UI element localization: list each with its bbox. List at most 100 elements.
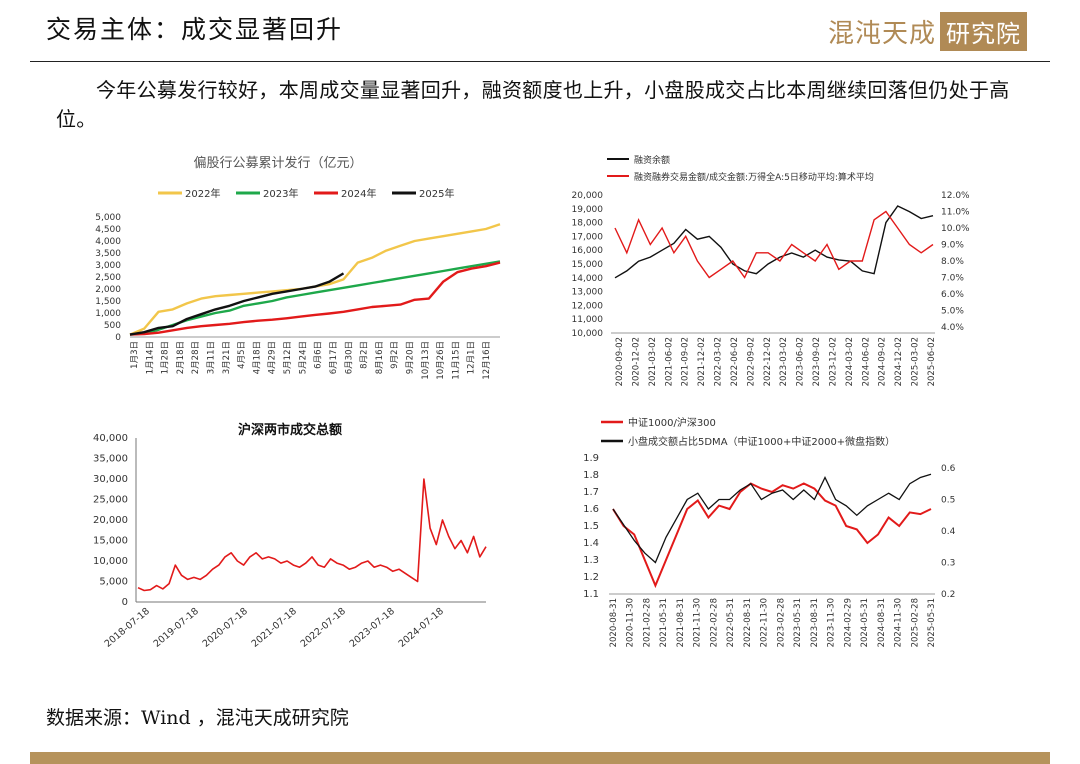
y-left-tick-label: 19,000 <box>572 205 604 215</box>
footer-bar <box>30 752 1050 764</box>
x-tick-label: 4月29日 <box>268 341 278 374</box>
x-tick-label: 2021-07-18 <box>250 606 299 650</box>
legend-label: 融资余额 <box>634 154 670 166</box>
x-tick-label: 2020-12-02 <box>631 337 641 386</box>
x-tick-label: 2024-09-02 <box>878 337 888 386</box>
x-tick-label: 2022-02-28 <box>709 598 719 647</box>
y-left-tick-label: 17,000 <box>572 232 604 242</box>
y-right-tick-label: 0.4 <box>941 527 956 537</box>
legend-label: 2023年 <box>263 187 298 200</box>
y-right-tick-label: 0.6 <box>941 464 956 474</box>
x-tick-label: 2024-07-18 <box>397 606 446 650</box>
x-tick-label: 6月6日 <box>314 341 324 369</box>
y-tick-label: 5,000 <box>99 577 128 588</box>
x-tick-label: 2023-08-31 <box>810 598 820 647</box>
x-tick-label: 2024-02-29 <box>843 598 853 647</box>
summary-paragraph: 今年公募发行较好，本周成交量显著回升，融资额度也上升，小盘股成交占比本周继续回落… <box>56 78 1010 131</box>
x-tick-label: 6月17日 <box>329 341 339 374</box>
title-divider <box>30 61 1050 62</box>
y-left-tick-label: 1.9 <box>583 453 599 464</box>
x-tick-label: 2022-03-02 <box>714 337 724 386</box>
logo-text: 混沌天成 <box>828 18 937 49</box>
x-tick-label: 2024-11-30 <box>894 598 904 647</box>
series-line <box>137 478 487 592</box>
x-tick-label: 2022-05-31 <box>726 598 736 647</box>
x-tick-label: 2021-03-02 <box>648 337 658 386</box>
x-tick-label: 2020-09-02 <box>615 337 625 386</box>
x-tick-label: 2022-07-18 <box>299 606 348 650</box>
x-tick-label: 2020-08-31 <box>609 598 619 647</box>
chart-title: 偏股行公募累计发行（亿元） <box>193 155 362 171</box>
fund-issuance-chart: 偏股行公募累计发行（亿元） 2022年 2023年 2024年 2025年 0 500 1,0… <box>95 155 501 380</box>
x-tick-label: 1月28日 <box>161 341 171 374</box>
y-tick-label: 15,000 <box>93 536 128 547</box>
x-tick-label: 2023-05-31 <box>793 598 803 647</box>
x-tick-label: 2025-02-28 <box>910 598 920 647</box>
x-tick-label: 2020-07-18 <box>201 606 250 650</box>
x-tick-label: 2019-07-18 <box>152 606 201 650</box>
data-source: 数据来源：Wind ，混沌天成研究院 <box>46 707 349 729</box>
x-tick-label: 2021-02-28 <box>642 598 652 647</box>
y-tick-label: 0 <box>122 597 128 608</box>
y-left-tick-label: 11,000 <box>572 315 604 325</box>
y-right-tick-label: 0.2 <box>941 590 955 600</box>
chart-title: 沪深两市成交总额 <box>238 422 342 438</box>
x-tick-label: 2023-03-02 <box>779 337 789 386</box>
y-left-tick-label: 10,000 <box>572 329 604 339</box>
x-tick-label: 9月2日 <box>390 341 400 369</box>
y-left-tick-label: 1.1 <box>583 589 599 600</box>
y-tick-label: 30,000 <box>93 474 128 485</box>
x-tick-label: 2022-08-31 <box>743 598 753 647</box>
small-cap-chart: 中证1000/沪深300 小盘成交额占比5DMA（中证1000+中证2000+微盘… <box>583 416 956 647</box>
series-line <box>129 272 345 336</box>
y-tick-label: 3,000 <box>95 261 121 271</box>
y-tick-label: 4,500 <box>95 225 121 235</box>
x-tick-label: 2020-11-30 <box>626 598 636 647</box>
x-tick-label: 2021-12-02 <box>697 337 707 386</box>
x-tick-label: 2021-08-31 <box>676 598 686 647</box>
page-title: 交易主体：成交显著回升 <box>46 15 344 44</box>
x-tick-label: 2024-08-31 <box>877 598 887 647</box>
x-tick-label: 10月13日 <box>421 341 431 380</box>
x-tick-label: 2021-11-30 <box>693 598 703 647</box>
legend-label: 融资融券交易金额/成交金额:万得全A:5日移动平均:算术平均 <box>634 171 874 183</box>
y-tick-label: 40,000 <box>93 433 128 444</box>
legend-label: 中证1000/沪深300 <box>628 416 716 429</box>
x-tick-label: 2023-06-02 <box>796 337 806 386</box>
x-tick-label: 2022-12-02 <box>763 337 773 386</box>
turnover-chart: 沪深两市成交总额 0 5,000 10,000 15,000 20,000 25,000 30… <box>93 422 487 650</box>
x-tick-label: 2023-12-02 <box>828 337 838 386</box>
y-tick-label: 500 <box>104 321 121 331</box>
x-tick-label: 5月24日 <box>298 341 308 374</box>
y-right-tick-label: 5.0% <box>941 307 964 317</box>
y-tick-label: 0 <box>115 333 121 343</box>
legend-label: 2022年 <box>185 187 220 200</box>
legend-label: 小盘成交额占比5DMA（中证1000+中证2000+微盘指数） <box>628 435 895 448</box>
y-tick-label: 35,000 <box>93 454 128 465</box>
y-left-tick-label: 1.5 <box>583 521 599 532</box>
y-right-tick-label: 7.0% <box>941 274 964 284</box>
x-tick-label: 10月26日 <box>436 341 446 380</box>
x-tick-label: 2024-03-02 <box>845 337 855 386</box>
y-right-tick-label: 12.0% <box>941 191 970 201</box>
x-tick-label: 2022-09-02 <box>746 337 756 386</box>
x-tick-label: 2021-05-31 <box>659 598 669 647</box>
legend-label: 2024年 <box>341 187 376 200</box>
x-tick-label: 2月28日 <box>191 341 201 374</box>
y-left-tick-label: 1.8 <box>583 470 599 481</box>
x-tick-label: 2025-03-02 <box>911 337 921 386</box>
x-tick-label: 2021-06-02 <box>664 337 674 386</box>
y-right-tick-label: 8.0% <box>941 257 964 267</box>
x-tick-label: 4月5日 <box>237 341 247 369</box>
x-tick-label: 2023-07-18 <box>348 606 397 650</box>
x-tick-label: 8月2日 <box>360 341 370 369</box>
x-tick-label: 2024-05-31 <box>860 598 870 647</box>
series-line <box>614 205 934 279</box>
y-tick-label: 3,500 <box>95 249 121 259</box>
x-tick-label: 2021-09-02 <box>681 337 691 386</box>
x-tick-label: 5月12日 <box>283 341 293 374</box>
y-right-tick-label: 11.0% <box>941 208 970 218</box>
y-tick-label: 2,500 <box>95 273 121 283</box>
y-left-tick-label: 18,000 <box>572 219 604 229</box>
y-left-tick-label: 20,000 <box>572 191 604 201</box>
